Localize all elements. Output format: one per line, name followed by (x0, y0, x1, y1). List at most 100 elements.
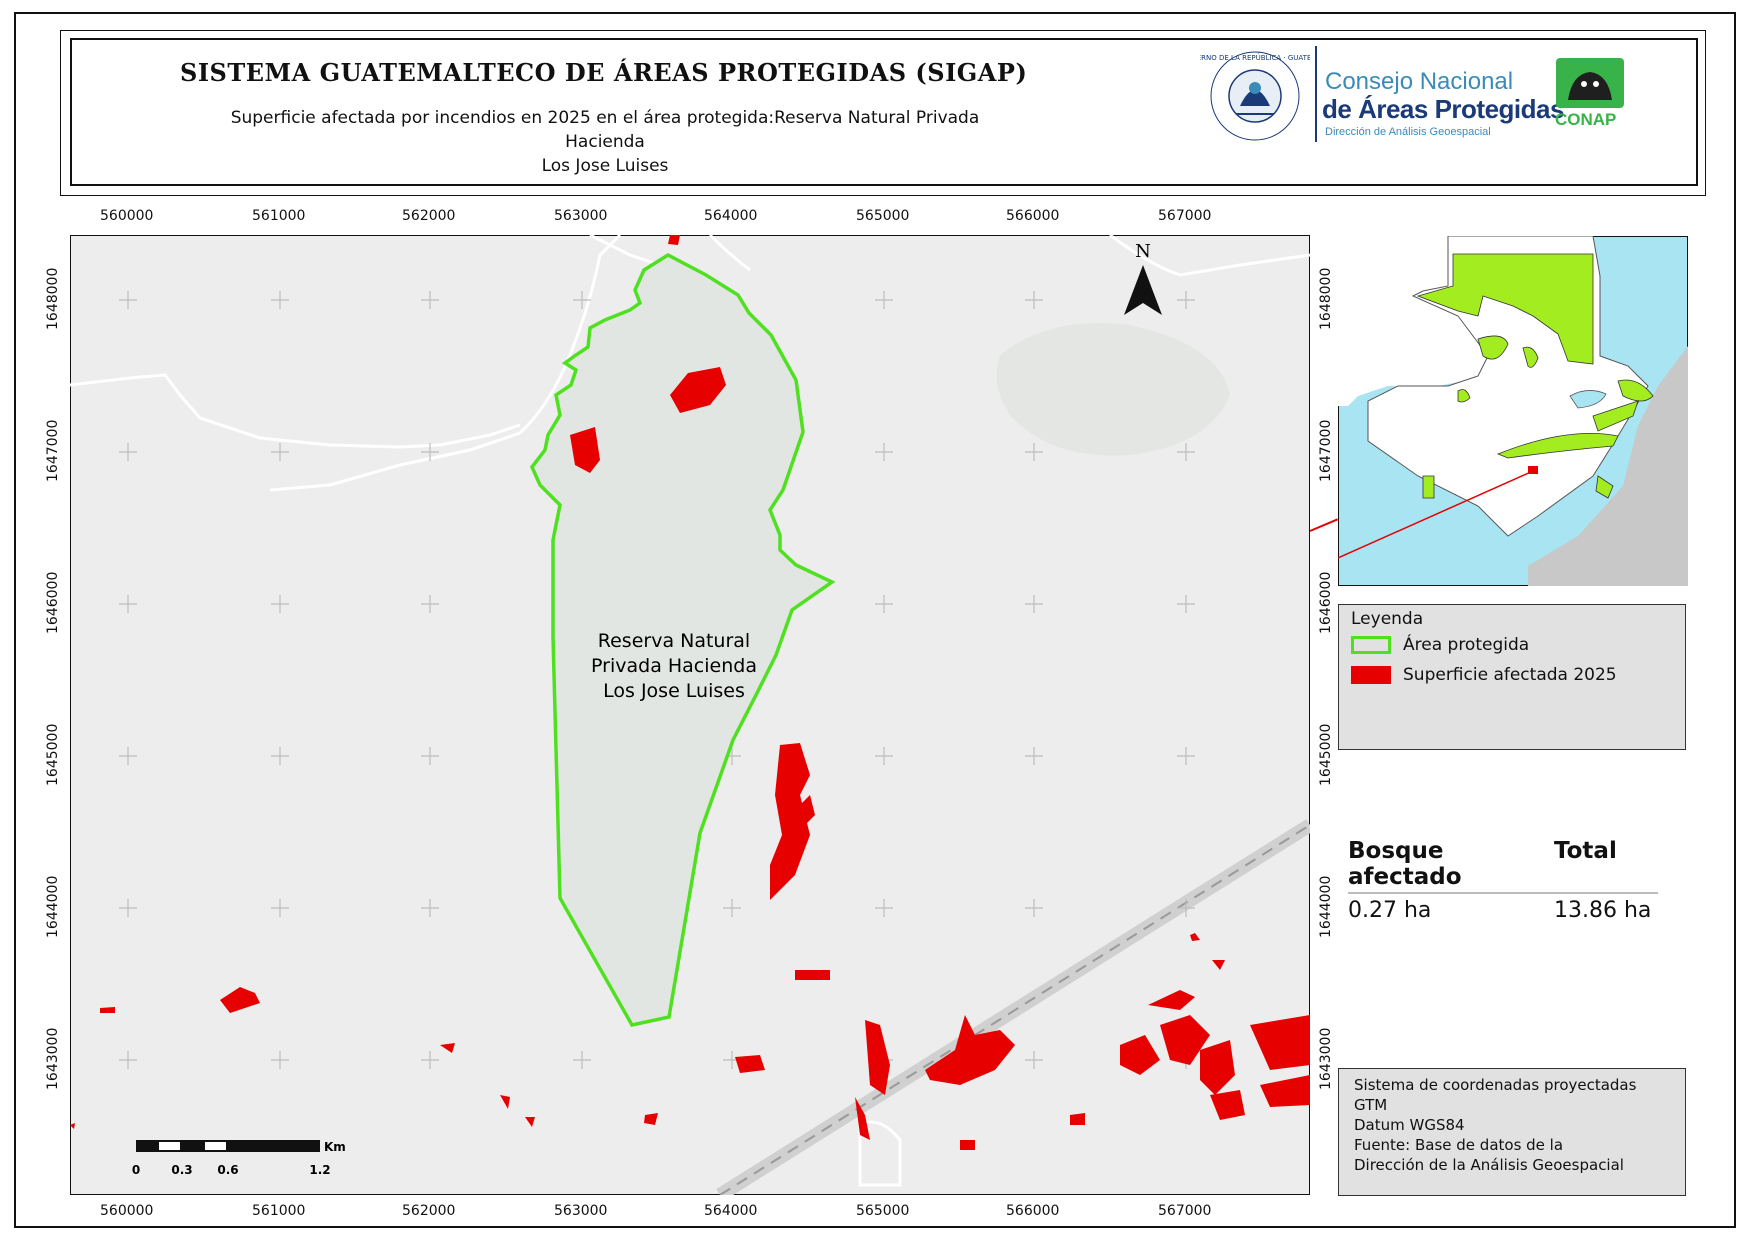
x-tick-bottom: 562000 (402, 1203, 456, 1219)
legend-label-protected-area: Área protegida (1403, 635, 1530, 655)
y-tick-right: 1643000 (1318, 1027, 1334, 1090)
inset-lake (1569, 390, 1607, 409)
fire-patch (1250, 1015, 1310, 1070)
info-line-3: Datum WGS84 (1354, 1116, 1465, 1134)
fire-patch (1260, 1075, 1310, 1107)
fire-patch (220, 987, 260, 1013)
y-tick-left: 1645000 (45, 723, 61, 786)
y-tick-right: 1644000 (1318, 875, 1334, 938)
stats-value-total: 13.86 ha (1554, 898, 1652, 923)
legend-swatch-protected-area (1351, 636, 1391, 654)
x-tick-bottom: 567000 (1158, 1203, 1212, 1219)
stats-header-total: Total (1554, 838, 1617, 864)
x-tick-bottom: 560000 (100, 1203, 154, 1219)
north-label: N (1135, 241, 1151, 262)
locator-inset-map (1338, 236, 1688, 586)
conap-logo-label: CONAP (1555, 110, 1617, 129)
protected-area-label-3: Los Jose Luises (603, 680, 745, 702)
x-tick-bottom: 564000 (704, 1203, 758, 1219)
stats-value-affected: 0.27 ha (1348, 898, 1432, 923)
x-tick-bottom: 565000 (856, 1203, 910, 1219)
header-inner-frame (70, 38, 1698, 186)
fire-patch (1070, 1113, 1085, 1125)
fire-patch (1212, 960, 1225, 970)
map-frame (14, 12, 1736, 1228)
scalebar-label-1: 0.3 (171, 1163, 192, 1177)
y-tick-left: 1644000 (45, 875, 61, 938)
info-line-1: Sistema de coordenadas proyectadas (1354, 1076, 1637, 1094)
fire-patch (1120, 1035, 1160, 1075)
lake-shape (996, 323, 1230, 456)
inset-locator-line (1338, 470, 1534, 559)
y-tick-left: 1647000 (45, 419, 61, 482)
fire-patch (644, 1113, 658, 1125)
x-tick-top: 567000 (1158, 208, 1212, 224)
x-tick-top: 566000 (1006, 208, 1060, 224)
legend-item-protected-area: Área protegida (1351, 635, 1529, 655)
guatemala-seal-logo: GOBIERNO DE LA REPÚBLICA · GUATEMALA (1200, 51, 1310, 141)
x-tick-top: 560000 (100, 208, 154, 224)
conap-logo-icon (1556, 58, 1624, 108)
info-line-5: Dirección de la Análisis Geoespacial (1354, 1156, 1624, 1174)
x-tick-top: 565000 (856, 208, 910, 224)
y-tick-left: 1643000 (45, 1027, 61, 1090)
conap-line-1: Consejo Nacional (1325, 68, 1514, 95)
fire-patch (865, 1020, 890, 1095)
x-tick-bottom: 561000 (252, 1203, 306, 1219)
main-map: N Reserva Natural Privada Hacienda Los J… (70, 235, 1310, 1195)
legend-item-fire: Superficie afectada 2025 (1351, 665, 1617, 685)
y-tick-left: 1648000 (45, 267, 61, 330)
fire-patch (1210, 1090, 1245, 1120)
fire-patch (800, 795, 815, 825)
info-line-2: GTM (1354, 1096, 1388, 1114)
fire-patch (960, 1140, 975, 1150)
logo-divider (1315, 46, 1317, 142)
legend-title: Leyenda (1351, 609, 1424, 629)
y-tick-right: 1648000 (1318, 267, 1334, 330)
fire-patch (500, 1095, 510, 1109)
legend-box: Leyenda Área protegida Superficie afecta… (1338, 604, 1686, 750)
fire-patch (1170, 1033, 1190, 1050)
y-tick-right: 1646000 (1318, 571, 1334, 634)
x-tick-top: 562000 (402, 208, 456, 224)
seal-text: GOBIERNO DE LA REPÚBLICA · GUATEMALA (1200, 53, 1310, 62)
x-tick-bottom: 563000 (554, 1203, 608, 1219)
conap-line-3: Dirección de Análisis Geoespacial (1325, 126, 1491, 138)
stats-header-affected: Bosque afectado (1348, 838, 1462, 890)
page-title: SISTEMA GUATEMALTECO DE ÁREAS PROTEGIDAS… (180, 58, 1028, 87)
info-box: Sistema de coordenadas proyectadas GTM D… (1338, 1068, 1686, 1196)
fire-patch (570, 427, 600, 473)
x-tick-top: 563000 (554, 208, 608, 224)
protected-area-polygon (529, 252, 836, 1027)
header-frame (60, 30, 1706, 196)
fire-patch (735, 1055, 765, 1073)
inset-neighbors-east (1528, 236, 1688, 586)
y-tick-right: 1645000 (1318, 723, 1334, 786)
fire-patch (1148, 990, 1195, 1010)
fire-patch (1200, 1040, 1235, 1095)
conap-line-2: de Áreas Protegidas (1322, 94, 1564, 124)
scalebar-label-2: 0.6 (217, 1163, 238, 1177)
fire-patch (525, 1117, 535, 1127)
fire-patch (855, 1097, 870, 1140)
fire-patch (440, 1043, 455, 1053)
scalebar-unit: Km (324, 1140, 346, 1154)
subtitle-line-1: Superficie afectada por incendios en 202… (230, 108, 980, 152)
protected-area-label-2: Privada Hacienda (591, 655, 757, 677)
x-tick-top: 561000 (252, 208, 306, 224)
fire-patch (100, 1007, 115, 1013)
stats-header-row: Bosque afectado Total (1348, 838, 1658, 894)
page-subtitle: Superficie afectada por incendios en 202… (190, 106, 1020, 178)
inset-protected-areas (1416, 253, 1654, 499)
fire-patch (670, 367, 726, 413)
fire-patch (70, 1123, 75, 1129)
info-line-4: Fuente: Base de datos de la (1354, 1136, 1564, 1154)
fire-patch (770, 743, 810, 900)
subtitle-line-2: Los Jose Luises (541, 156, 669, 176)
y-tick-right: 1647000 (1318, 419, 1334, 482)
legend-swatch-fire (1351, 666, 1391, 684)
stats-table: Bosque afectado Total 0.27 ha 13.86 ha (1348, 838, 1658, 923)
inset-locator-marker (1528, 466, 1538, 474)
protected-area-label-1: Reserva Natural (598, 630, 750, 652)
fire-patch (925, 1015, 1015, 1085)
